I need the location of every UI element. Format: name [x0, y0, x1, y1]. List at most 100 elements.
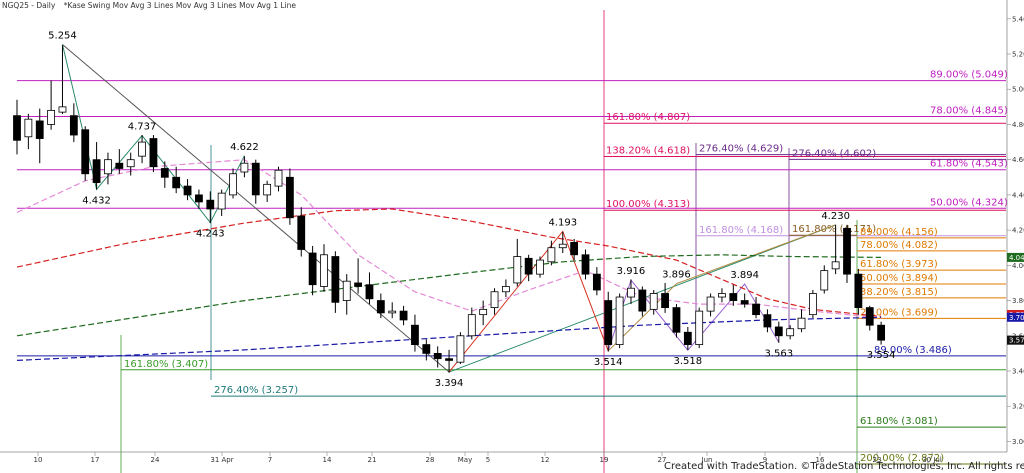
candle-body-61	[706, 296, 715, 312]
pivot-label-12: 3.563	[764, 348, 793, 359]
candles	[13, 45, 886, 373]
candle-body-22	[263, 183, 272, 196]
candle-body-71	[820, 270, 829, 291]
trend-line-main	[62, 44, 450, 373]
pivot-label-3: 4.622	[230, 142, 259, 153]
candle-body-73	[843, 227, 851, 275]
pivot-label-6: 4.193	[548, 217, 577, 228]
candle-body-37	[433, 352, 442, 360]
fib-label-7: 276.40% (4.629)	[699, 144, 783, 155]
pivot-labels: 5.254 4.737 4.432 4.622 4.243 3.394 4.193 3.514…	[48, 31, 895, 390]
pivot-label-4: 4.243	[196, 229, 225, 240]
fib-label-10: 161.80% (4.171)	[792, 224, 876, 235]
pivot-label-1: 4.737	[128, 122, 157, 133]
candle-body-28	[331, 256, 340, 303]
candle-body-26	[308, 252, 317, 286]
price-tick-label-0: 5.400	[1012, 15, 1024, 23]
fib-label-2: 61.80% (4.543)	[930, 159, 1008, 170]
date-tick-label-15: 16	[816, 456, 825, 464]
date-tick-label-9: 5	[486, 456, 490, 464]
fib-label-9: 276.40% (4.602)	[792, 148, 876, 159]
date-tick-label-14: 9	[763, 456, 767, 464]
date-tick-label-7: 28	[426, 456, 435, 464]
candle-body-63	[729, 293, 738, 301]
candle-body-2	[35, 120, 44, 139]
studies-label: *Kase Swing Mov Avg 3 Lines Mov Avg 3 Li…	[63, 1, 297, 10]
candle-body-32	[376, 300, 385, 314]
candle-body-29	[342, 280, 351, 301]
fib-label-11: 89.00% (4.156)	[860, 227, 938, 238]
pivot-label-13: 4.230	[821, 211, 850, 222]
candle-body-16	[195, 194, 203, 203]
price-tick-label-4: 4.600	[1012, 156, 1024, 164]
candle-body-1	[24, 118, 33, 138]
candle-body-43	[502, 286, 510, 293]
candle-body-23	[274, 169, 283, 187]
price-tick-label-7: 4.000	[1012, 262, 1024, 270]
candle-body-40	[467, 314, 476, 337]
candle-body-46	[536, 259, 544, 275]
candle-body-18	[217, 192, 226, 210]
price-tick-label-1: 5.200	[1012, 51, 1024, 59]
candle-body-59	[683, 331, 692, 345]
price-badge-label-0: 4.045	[1009, 254, 1024, 262]
date-tick-label-10: 12	[541, 456, 550, 464]
copyright-footer: Created with TradeStation. ©TradeStation…	[664, 461, 1024, 472]
pivot-label-11: 3.894	[730, 270, 759, 281]
date-tick-label-17: 30 Jul	[922, 456, 942, 464]
candle-body-58	[672, 307, 681, 333]
fib-label-6: 100.00% (4.313)	[606, 199, 690, 210]
ma-line-pink	[16, 159, 882, 319]
candle-body-35	[411, 324, 419, 345]
candle-body-14	[172, 176, 181, 189]
symbol-label: NGQ25 - Daily	[2, 1, 56, 10]
price-tick-label-5: 4.400	[1012, 191, 1024, 199]
candle-body-9	[115, 162, 124, 169]
candle-body-75	[865, 307, 874, 326]
price-axis: 5.400 5.200 5.000 4.800 4.600 4.400 4.200 4.000…	[1006, 0, 1024, 452]
fib-label-1: 78.00% (4.845)	[930, 106, 1008, 117]
candle-body-24	[285, 176, 294, 219]
candle-body-56	[649, 293, 658, 310]
candle-body-13	[160, 168, 169, 178]
candle-body-54	[627, 287, 635, 298]
price-tick-label-12: 3.000	[1012, 438, 1024, 446]
candle-body-30	[354, 282, 363, 287]
candle-body-41	[479, 308, 488, 316]
fib-label-5: 138.20% (4.618)	[606, 146, 690, 157]
price-tick-label-11: 3.200	[1012, 403, 1024, 411]
candle-body-38	[445, 358, 453, 361]
date-tick-label-6: 21	[368, 456, 377, 464]
candle-body-39	[456, 335, 465, 363]
candle-body-19	[229, 173, 237, 196]
candle-body-42	[490, 291, 499, 309]
candle-body-12	[149, 138, 158, 168]
candle-body-57	[661, 293, 669, 309]
fib-label-18: 161.80% (3.407)	[124, 359, 208, 370]
candle-body-62	[718, 293, 726, 298]
candle-body-47	[547, 247, 556, 263]
date-tick-label-16: 23	[873, 456, 882, 464]
candle-body-69	[797, 317, 806, 330]
candle-body-68	[786, 328, 795, 337]
candle-body-48	[558, 243, 567, 249]
candle-body-7	[92, 159, 101, 183]
date-axis: 10 17 24 31 Apr 7 14 21 28 May 5 12 19 27 Jun 9 16 23 30 …	[0, 451, 1007, 464]
price-badge-label-3: 3.575	[1009, 337, 1024, 345]
fib-label-19: 276.40% (3.257)	[214, 385, 298, 396]
ma-line-red	[16, 208, 882, 317]
price-tick-label-8: 3.800	[1012, 297, 1024, 305]
fib-label-15: 38.20% (3.815)	[860, 287, 938, 298]
pivot-label-14: 3.554	[867, 350, 896, 361]
price-badge-3	[1007, 335, 1024, 345]
fib-label-13: 61.80% (3.973)	[860, 259, 938, 270]
price-badge-0	[1007, 252, 1024, 262]
candle-body-17	[206, 199, 215, 210]
candle-body-8	[104, 159, 112, 175]
candle-body-55	[638, 289, 647, 312]
candle-body-74	[854, 273, 863, 309]
date-tick-label-3: 31 Apr	[210, 456, 233, 464]
date-tick-label-4: 7	[268, 456, 272, 464]
swing-line-red	[448, 230, 609, 373]
